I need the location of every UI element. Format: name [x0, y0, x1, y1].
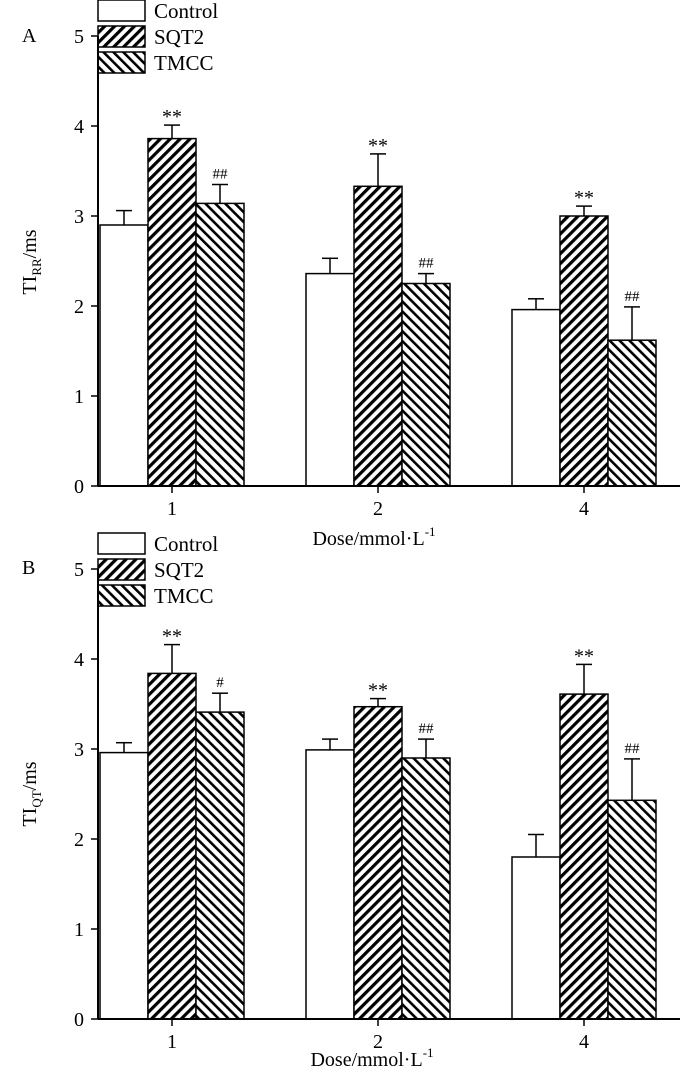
bar-b-sqt2-1 [353, 705, 403, 1020]
legend-label-b-sqt2: SQT2 [154, 558, 204, 582]
legend-label-a-control: Control [154, 0, 218, 23]
legend-label-a-sqt2: SQT2 [154, 25, 204, 49]
x-tick-label-b-2: 4 [579, 1031, 589, 1053]
y-tick-label-a-4: 4 [74, 116, 84, 138]
legend-swatch-b-control [97, 532, 146, 555]
y-tick-label-b-4: 4 [74, 649, 84, 671]
bar-b-sqt2-0 [147, 672, 197, 1020]
legend-swatch-a-tmcc [97, 51, 146, 74]
significance-a-sqt2-2: ** [574, 187, 594, 209]
y-tick-label-b-1: 1 [74, 919, 84, 941]
significance-a-tmcc-0: ## [213, 167, 229, 183]
axes-a [97, 36, 680, 487]
bar-a-tmcc-0 [195, 202, 245, 487]
y-ticks-b: 0 1 2 3 4 5 [74, 559, 98, 1031]
bar-b-tmcc-1 [401, 757, 451, 1020]
significance-a-tmcc-1: ## [419, 256, 435, 272]
x-ticks-a: 1 2 4 [167, 486, 589, 520]
bar-a-tmcc-1 [401, 282, 451, 487]
significance-b-tmcc-1: ## [419, 721, 435, 737]
y-axis-title-b: TIQT/ms [19, 761, 44, 826]
y-tick-label-a-1: 1 [74, 386, 84, 408]
bars-b: ******##### [99, 626, 657, 1020]
y-ticks-a: 0 1 2 3 4 5 [74, 26, 98, 498]
significance-b-sqt2-2: ** [574, 645, 594, 667]
bar-a-sqt2-2 [559, 215, 609, 487]
bar-b-control-0 [99, 751, 149, 1020]
legend-label-b-tmcc: TMCC [154, 584, 214, 608]
y-tick-label-b-2: 2 [74, 829, 84, 851]
bar-b-tmcc-0 [195, 711, 245, 1020]
y-tick-label-b-3: 3 [74, 739, 84, 761]
x-axis-title-a: Dose/mmol·L-1 [312, 524, 435, 550]
legend-swatch-b-tmcc [97, 584, 146, 607]
significance-a-tmcc-2: ## [625, 289, 641, 305]
y-tick-label-b-0: 0 [74, 1009, 84, 1031]
y-tick-label-a-3: 3 [74, 206, 84, 228]
bar-b-tmcc-2 [607, 799, 657, 1020]
bar-b-control-2 [511, 856, 561, 1020]
bar-a-tmcc-2 [607, 339, 657, 487]
significance-a-sqt2-0: ** [162, 106, 182, 128]
panel-a: A TIRR/ms Dose/mmol·L-1 0 1 2 3 4 5 ** ** ** ## #… [19, 0, 680, 550]
panel-letter-b: B [22, 557, 35, 579]
legend-label-b-control: Control [154, 532, 218, 556]
significance-b-tmcc-0: # [216, 675, 224, 691]
significance-b-tmcc-2: ## [625, 741, 641, 757]
significance-a-sqt2-1: ** [368, 135, 388, 157]
x-tick-label-a-0: 1 [167, 498, 177, 520]
axes-b [97, 569, 680, 1020]
bar-a-control-0 [99, 224, 149, 487]
legend-label-a-tmcc: TMCC [154, 51, 214, 75]
bars-a: ** ** ** ## ## ## [99, 106, 657, 487]
legend-swatch-a-control [97, 0, 146, 22]
y-axis-title-a: TIRR/ms [19, 229, 44, 294]
significance-b-sqt2-0: ** [162, 626, 182, 648]
x-tick-label-a-1: 2 [373, 498, 383, 520]
x-ticks-b: 1 2 4 [167, 1019, 589, 1053]
panel-letter-a: A [22, 25, 37, 47]
x-axis-title-b: Dose/mmol·L-1 [310, 1045, 433, 1071]
y-tick-label-a-5: 5 [74, 26, 84, 48]
x-tick-label-b-0: 1 [167, 1031, 177, 1053]
x-tick-label-b-1: 2 [373, 1031, 383, 1053]
y-tick-label-a-2: 2 [74, 296, 84, 318]
legend-swatch-b-sqt2 [97, 558, 146, 581]
bar-b-sqt2-2 [559, 693, 609, 1020]
bar-a-sqt2-0 [147, 137, 197, 487]
legend-swatch-a-sqt2 [97, 25, 146, 48]
x-tick-label-a-2: 4 [579, 498, 589, 520]
bar-a-sqt2-1 [353, 185, 403, 487]
y-tick-label-b-5: 5 [74, 559, 84, 581]
bar-a-control-1 [305, 272, 355, 487]
bar-b-control-1 [305, 749, 355, 1020]
bar-a-control-2 [511, 308, 561, 487]
y-tick-label-a-0: 0 [74, 476, 84, 498]
significance-b-sqt2-1: ** [368, 680, 388, 702]
